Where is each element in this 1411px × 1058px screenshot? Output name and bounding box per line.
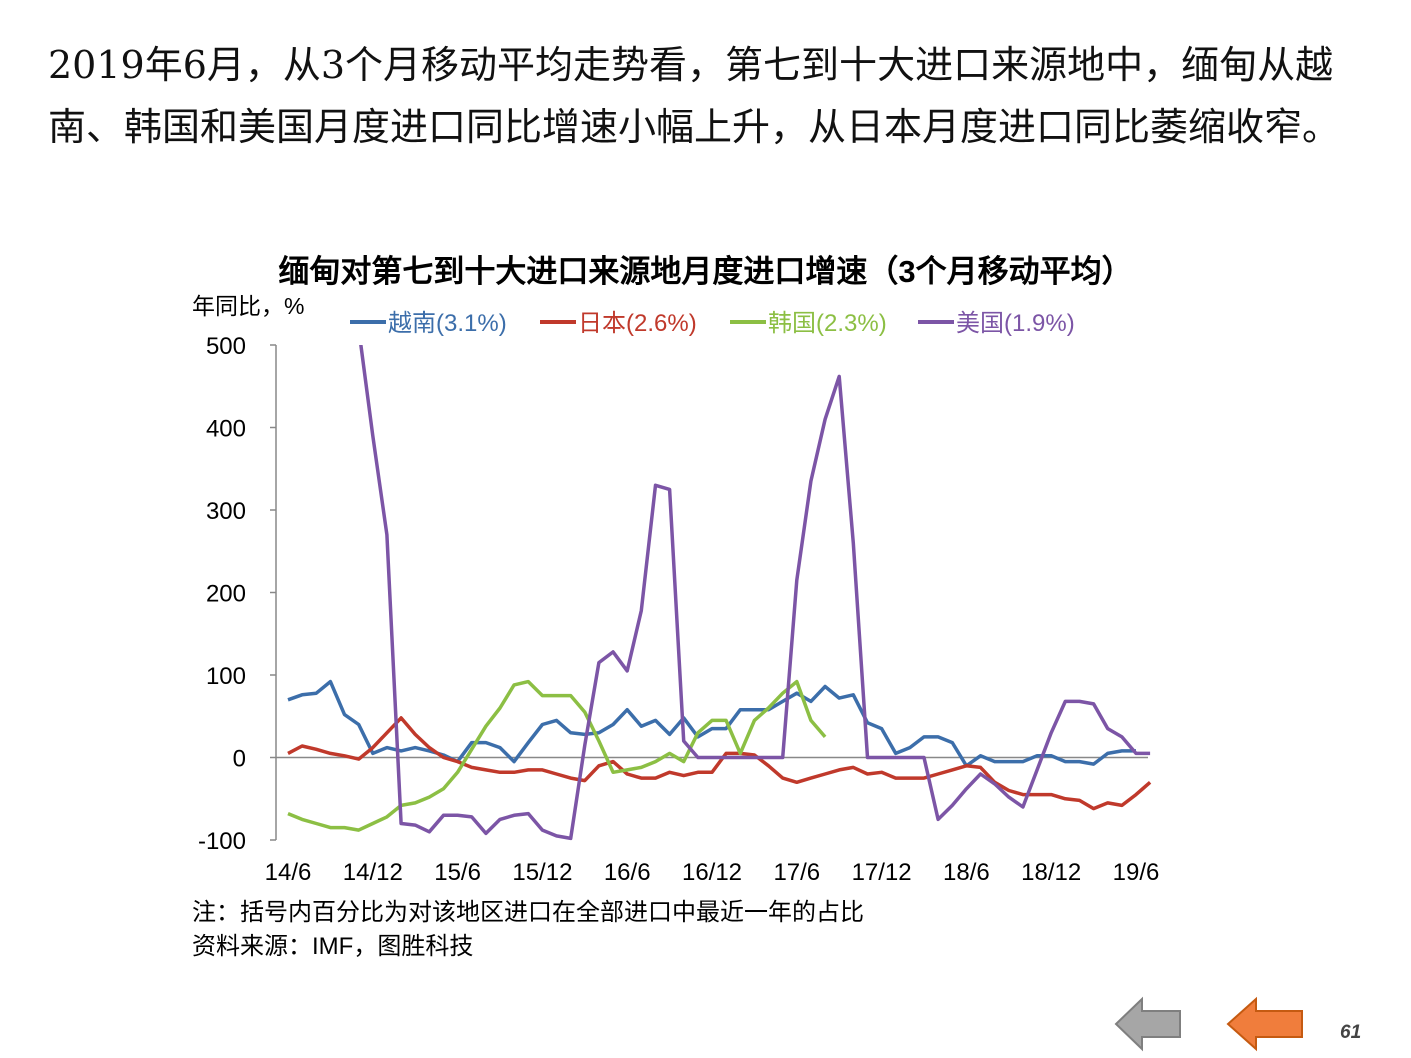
x-tick-label: 17/6 — [773, 859, 820, 886]
intro-paragraph: 2019年6月，从3个月移动平均走势看，第七到十大进口来源地中，缅甸从越南、韩国… — [48, 43, 1341, 149]
x-tick-label: 16/12 — [682, 859, 742, 886]
x-tick-label: 14/12 — [343, 859, 403, 886]
source-note: 资料来源：IMF，图胜科技 — [192, 933, 474, 960]
chart-notes: 注：括号内百分比为对该地区进口在全部进口中最近一年的占比 资料来源：IMF，图胜… — [192, 896, 864, 964]
legend-label-1: 日本(2.6%) — [578, 310, 697, 337]
series-line-1 — [287, 716, 1152, 811]
chart-series — [287, 345, 1152, 841]
x-tick-label: 18/6 — [943, 859, 990, 886]
back-arrow-icon[interactable] — [1114, 996, 1184, 1052]
x-tick-label: 15/6 — [434, 859, 481, 886]
x-tick-label: 19/6 — [1113, 859, 1160, 886]
legend-label-2: 韩国(2.3%) — [768, 310, 887, 337]
y-tick-label: 500 — [206, 333, 246, 360]
x-tick-label: 15/12 — [512, 859, 572, 886]
legend-label-3: 美国(1.9%) — [956, 310, 1075, 337]
y-tick-label: 100 — [206, 663, 246, 690]
y-tick-label: -100 — [198, 828, 246, 855]
footnote: 注：括号内百分比为对该地区进口在全部进口中最近一年的占比 — [192, 899, 864, 926]
forward-arrow-icon[interactable] — [1226, 996, 1306, 1052]
y-tick-label: 300 — [206, 498, 246, 525]
x-tick-label: 16/6 — [604, 859, 651, 886]
x-tick-label: 14/6 — [265, 859, 312, 886]
y-tick-label: 400 — [206, 416, 246, 443]
page-number: 61 — [1340, 1022, 1362, 1043]
y-axis-label: 年同比，% — [192, 293, 304, 319]
x-tick-label: 17/12 — [852, 859, 912, 886]
series-line-0 — [287, 679, 1136, 768]
chart-axes: 500 400 300 200 100 0 -100 14/6 14/12 15/6 15/12 16… — [198, 333, 1159, 886]
x-tick-label: 18/12 — [1021, 859, 1081, 886]
chart-title: 缅甸对第七到十大进口来源地月度进口增速（3个月移动平均） — [278, 254, 1133, 289]
chart-legend: 越南(3.1%) 日本(2.6%) 韩国(2.3%) 美国(1.9%) — [350, 310, 1075, 337]
legend-label-0: 越南(3.1%) — [388, 310, 507, 337]
series-line-3 — [359, 345, 1151, 841]
y-tick-label: 200 — [206, 581, 246, 608]
y-tick-label: 0 — [233, 746, 246, 773]
series-line-2 — [287, 679, 827, 832]
